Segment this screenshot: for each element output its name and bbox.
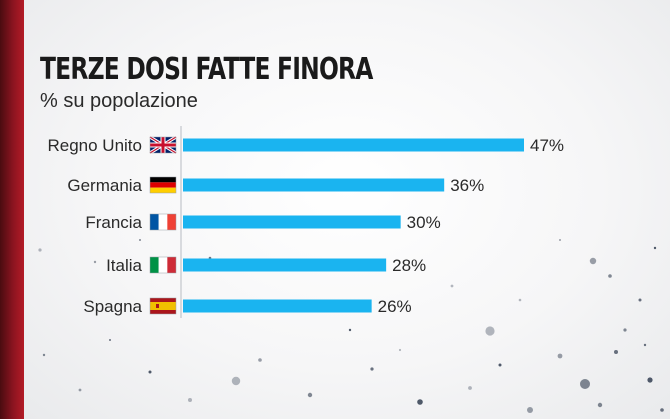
- decorative-speck: [231, 376, 241, 386]
- decorative-speck: [518, 298, 522, 302]
- category-label-germania: Germania: [67, 176, 142, 195]
- bar-regno-unito: [183, 138, 524, 152]
- chart-title: TERZE DOSI FATTE FINORA: [40, 52, 373, 87]
- decorative-speck: [597, 402, 603, 408]
- bar-germania: [183, 178, 445, 192]
- spain-flag-yellow: [150, 302, 176, 310]
- decorative-speck: [307, 392, 313, 398]
- spain-flag-red-bottom: [150, 310, 176, 314]
- category-label-francia: Francia: [85, 213, 142, 232]
- italy-flag-green: [150, 257, 159, 273]
- germany-flag-black: [150, 177, 176, 183]
- bar-italia: [183, 258, 387, 272]
- decorative-speck: [348, 328, 352, 332]
- flag-border: [149, 176, 177, 194]
- france-flag-icon: [149, 213, 177, 231]
- france-flag-red: [167, 214, 176, 230]
- flag-border: [149, 297, 177, 315]
- flag-border: [149, 256, 177, 274]
- chart-subtitle: % su popolazione: [40, 90, 198, 112]
- uk-flag-cross-red: [150, 137, 176, 153]
- decorative-speck: [139, 239, 141, 241]
- france-flag-blue: [150, 214, 159, 230]
- bar-spagna: [183, 299, 372, 313]
- decorative-speck: [608, 274, 612, 278]
- value-label-francia: 30%: [407, 213, 441, 232]
- uk-flag-icon: [149, 135, 177, 155]
- value-label-spagna: 26%: [378, 297, 412, 316]
- decorative-speck: [498, 363, 502, 367]
- italy-flag-red: [167, 257, 176, 273]
- italy-flag-white: [158, 257, 168, 273]
- decorative-speck: [589, 257, 597, 265]
- decorative-speck: [580, 379, 590, 389]
- category-label-regno-unito: Regno Unito: [47, 136, 142, 155]
- category-label-italia: Italia: [106, 256, 142, 275]
- decorative-speck: [188, 398, 192, 402]
- germany-flag-red: [150, 182, 176, 188]
- decorative-speck: [623, 328, 627, 332]
- decorative-speck: [559, 239, 561, 241]
- decorative-speck: [38, 248, 42, 252]
- decorative-specks: [38, 239, 664, 413]
- bars-group: Regno Unito 47% Germania 36% Francia 30% Itali…: [47, 135, 564, 316]
- spain-flag-red-top: [150, 298, 176, 302]
- decorative-speck: [398, 348, 402, 352]
- decorative-speck: [557, 353, 563, 359]
- decorative-speck: [468, 386, 472, 390]
- decorative-speck: [660, 408, 664, 412]
- category-label-spagna: Spagna: [83, 297, 142, 316]
- chart-panel: [24, 0, 670, 419]
- decorative-speck: [370, 367, 374, 371]
- decorative-speck: [485, 326, 495, 336]
- italy-flag-icon: [149, 256, 177, 274]
- value-label-regno-unito: 47%: [530, 136, 564, 155]
- decorative-speck: [647, 377, 653, 383]
- france-flag-white: [158, 214, 168, 230]
- decorative-speck: [527, 407, 533, 413]
- decorative-speck: [93, 260, 97, 264]
- spain-flag-emblem: [156, 304, 159, 308]
- bar-francia: [183, 215, 401, 229]
- decorative-speck: [109, 339, 111, 341]
- value-label-germania: 36%: [450, 176, 484, 195]
- decorative-speck: [614, 350, 618, 354]
- decorative-speck: [148, 370, 152, 374]
- germany-flag-icon: [149, 176, 177, 194]
- decorative-speck: [417, 399, 423, 405]
- value-label-italia: 28%: [392, 256, 426, 275]
- germany-flag-gold: [150, 187, 176, 193]
- decorative-speck: [638, 298, 642, 302]
- decorative-speck: [258, 358, 262, 362]
- flag-border: [149, 136, 177, 154]
- spain-flag-icon: [149, 297, 177, 315]
- decorative-speck: [42, 353, 46, 357]
- left-accent-stripe: [0, 0, 24, 419]
- decorative-speck: [653, 246, 657, 250]
- decorative-speck: [643, 343, 647, 347]
- decorative-speck: [450, 284, 454, 288]
- decorative-speck: [78, 388, 82, 392]
- flag-border: [149, 213, 177, 231]
